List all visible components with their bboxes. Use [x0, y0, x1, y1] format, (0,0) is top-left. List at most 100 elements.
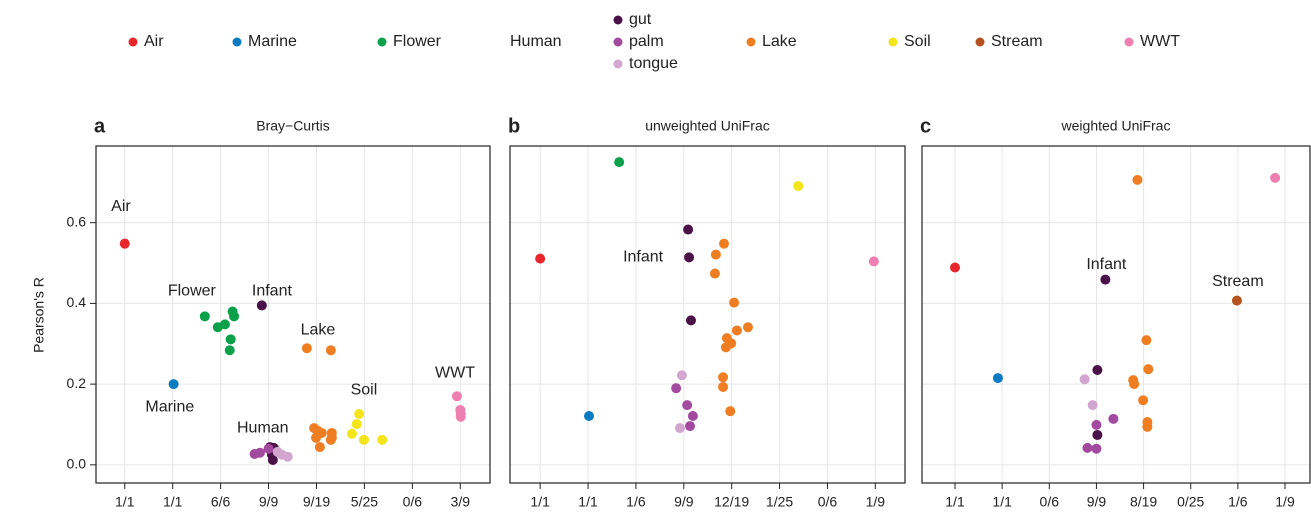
- point: [685, 421, 696, 432]
- legend-label: Marine: [248, 33, 297, 50]
- x-tick-label: 1/1: [578, 494, 598, 510]
- point: [868, 256, 879, 267]
- x-tick-label: 9/9: [674, 494, 694, 510]
- point: [451, 391, 462, 402]
- annotation: Infant: [252, 283, 293, 300]
- x-tick-label: 3/9: [451, 494, 471, 510]
- plot-frame: [95, 145, 491, 484]
- point: [685, 315, 696, 326]
- point: [267, 454, 278, 465]
- legend-label: Stream: [991, 33, 1043, 50]
- point: [354, 408, 365, 419]
- y-tick-label: 0.0: [67, 456, 87, 472]
- panel-title: unweighted UniFrac: [645, 118, 770, 134]
- x-tick-label: 1/1: [992, 494, 1012, 510]
- x-tick-label: 1/1: [115, 494, 135, 510]
- y-tick-label: 0.4: [67, 294, 87, 310]
- point: [263, 443, 274, 454]
- x-tick-label: 1/1: [163, 494, 183, 510]
- point: [1141, 335, 1152, 346]
- point: [229, 311, 240, 322]
- point: [671, 383, 682, 394]
- point: [199, 311, 210, 322]
- x-tick-label: 1/25: [766, 494, 793, 510]
- x-tick-label: 0/6: [403, 494, 423, 510]
- point: [272, 446, 283, 457]
- x-tick-label: 8/19: [1130, 494, 1157, 510]
- point: [346, 428, 357, 439]
- point: [584, 411, 594, 422]
- legend-label: gut: [629, 11, 652, 28]
- point: [1091, 443, 1102, 454]
- legend-marker: [888, 37, 898, 47]
- point: [682, 400, 693, 411]
- panel-label: a: [94, 115, 106, 137]
- point: [793, 180, 804, 191]
- legend-label: tongue: [629, 55, 678, 72]
- point: [377, 434, 388, 445]
- legend-label: Flower: [393, 33, 442, 50]
- point: [1270, 172, 1281, 183]
- annotation: Human: [237, 419, 289, 436]
- point: [718, 372, 729, 383]
- point: [219, 319, 230, 330]
- point: [718, 381, 729, 392]
- annotation: Infant: [1086, 256, 1127, 273]
- legend-marker: [128, 37, 138, 47]
- annotation: Marine: [145, 398, 194, 415]
- point: [168, 379, 179, 390]
- x-tick-label: 9/9: [1087, 494, 1107, 510]
- point: [224, 345, 235, 356]
- point: [1079, 374, 1090, 385]
- point: [950, 262, 961, 273]
- point: [1143, 364, 1154, 375]
- point: [687, 411, 698, 422]
- x-tick-label: 1/6: [1228, 494, 1248, 510]
- point: [351, 419, 362, 430]
- y-tick-label: 0.6: [67, 213, 87, 229]
- point: [1087, 400, 1098, 411]
- x-tick-label: 0/6: [818, 494, 838, 510]
- point: [325, 345, 336, 356]
- x-tick-label: 0/25: [1177, 494, 1204, 510]
- point: [731, 325, 742, 336]
- legend-marker: [746, 37, 756, 47]
- point: [535, 253, 546, 264]
- x-tick-label: 1/1: [530, 494, 550, 510]
- annotation: WWT: [435, 364, 475, 381]
- point: [1100, 274, 1111, 285]
- point: [314, 442, 325, 453]
- annotation: Infant: [623, 249, 664, 266]
- point: [709, 268, 720, 279]
- plot-frame: [921, 145, 1311, 484]
- legend-marker: [1124, 37, 1134, 47]
- panel-label: b: [508, 115, 520, 137]
- plot-frame: [509, 145, 906, 484]
- x-tick-label: 5/25: [351, 494, 378, 510]
- annotation: Flower: [168, 283, 217, 300]
- legend-marker: [232, 37, 242, 47]
- point: [729, 297, 740, 308]
- point: [455, 411, 466, 422]
- point: [1108, 413, 1119, 424]
- point: [1142, 421, 1153, 432]
- annotation: Air: [111, 198, 131, 215]
- legend-marker: [975, 37, 985, 47]
- panel-label: c: [920, 115, 931, 137]
- legend-marker: [377, 37, 387, 47]
- x-tick-label: 1/9: [1275, 494, 1295, 510]
- legend-label: Air: [144, 33, 164, 50]
- point: [614, 157, 625, 168]
- x-tick-label: 9/9: [259, 494, 279, 510]
- point: [254, 447, 265, 458]
- point: [1231, 295, 1242, 306]
- point: [742, 322, 753, 333]
- point: [256, 300, 267, 311]
- point: [282, 451, 293, 462]
- point: [119, 238, 130, 249]
- point: [1092, 364, 1103, 375]
- legend-group-label: Human: [510, 33, 562, 50]
- point: [225, 334, 236, 345]
- point: [676, 370, 687, 381]
